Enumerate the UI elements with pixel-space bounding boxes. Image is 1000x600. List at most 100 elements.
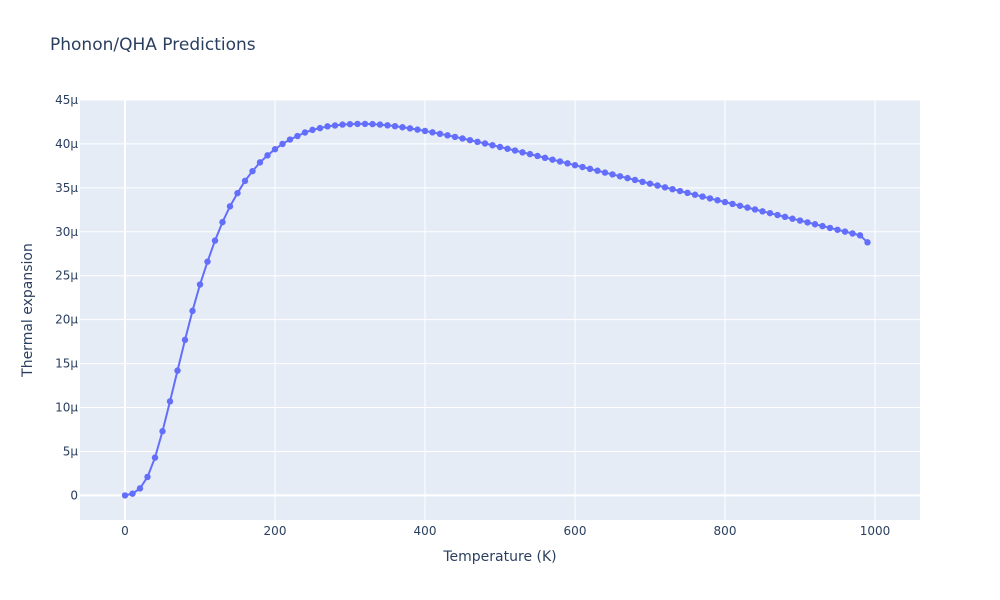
data-point[interactable] — [226, 203, 234, 210]
data-point[interactable] — [151, 454, 159, 461]
data-point[interactable] — [744, 204, 751, 211]
data-point[interactable] — [519, 149, 526, 156]
data-point[interactable] — [324, 123, 331, 130]
data-point[interactable] — [354, 120, 361, 128]
data-point[interactable] — [219, 218, 226, 226]
data-point[interactable] — [309, 126, 316, 134]
data-point[interactable] — [504, 145, 511, 152]
data-point[interactable] — [526, 150, 534, 158]
data-point[interactable] — [181, 336, 189, 344]
data-point[interactable] — [211, 237, 219, 244]
data-point[interactable] — [129, 490, 136, 497]
data-point[interactable] — [286, 136, 294, 143]
data-point[interactable] — [204, 258, 211, 265]
data-point[interactable] — [249, 167, 256, 175]
data-point[interactable] — [796, 217, 804, 224]
data-point[interactable] — [556, 158, 564, 165]
data-point[interactable] — [264, 152, 271, 159]
data-point[interactable] — [834, 226, 841, 233]
data-point[interactable] — [654, 182, 661, 189]
data-point[interactable] — [444, 132, 451, 139]
data-point[interactable] — [189, 307, 196, 315]
data-point[interactable] — [489, 142, 496, 149]
data-point[interactable] — [399, 124, 406, 131]
data-point[interactable] — [174, 367, 181, 374]
data-point[interactable] — [564, 160, 571, 167]
data-point[interactable] — [856, 232, 864, 239]
data-point[interactable] — [466, 136, 474, 144]
data-point[interactable] — [811, 221, 819, 228]
data-point[interactable] — [301, 129, 309, 136]
data-point[interactable] — [699, 193, 706, 200]
data-point[interactable] — [549, 156, 556, 163]
data-point[interactable] — [631, 176, 639, 184]
data-point[interactable] — [346, 120, 354, 128]
data-point[interactable] — [121, 492, 129, 499]
data-point[interactable] — [136, 485, 144, 492]
data-point[interactable] — [271, 146, 279, 153]
data-point[interactable] — [294, 132, 301, 140]
data-point[interactable] — [534, 152, 541, 160]
data-point[interactable] — [541, 154, 549, 162]
data-point[interactable] — [481, 140, 489, 147]
data-point[interactable] — [361, 120, 369, 128]
data-point[interactable] — [144, 473, 151, 481]
data-point[interactable] — [601, 169, 609, 176]
data-point[interactable] — [766, 209, 774, 217]
data-point[interactable] — [864, 239, 871, 246]
data-point[interactable] — [751, 206, 759, 213]
data-point[interactable] — [369, 120, 376, 128]
data-point[interactable] — [676, 187, 684, 195]
data-point[interactable] — [429, 129, 436, 136]
data-point[interactable] — [646, 180, 654, 187]
data-point[interactable] — [459, 135, 466, 142]
data-point[interactable] — [759, 208, 766, 215]
data-point[interactable] — [706, 195, 714, 202]
data-point[interactable] — [774, 211, 781, 219]
data-point[interactable] — [849, 230, 856, 237]
data-point[interactable] — [234, 189, 241, 197]
data-point[interactable] — [511, 147, 519, 154]
data-point[interactable] — [586, 165, 594, 173]
data-point[interactable] — [316, 124, 324, 132]
data-point[interactable] — [196, 281, 204, 288]
data-point[interactable] — [691, 191, 699, 198]
data-point[interactable] — [736, 202, 744, 209]
data-point[interactable] — [616, 173, 624, 180]
data-point[interactable] — [789, 215, 796, 222]
data-point[interactable] — [166, 398, 174, 405]
data-point[interactable] — [714, 197, 721, 204]
data-point[interactable] — [624, 174, 631, 182]
data-point[interactable] — [436, 130, 444, 138]
data-point[interactable] — [721, 198, 729, 206]
data-point[interactable] — [781, 213, 789, 221]
data-point[interactable] — [376, 121, 384, 128]
data-point[interactable] — [594, 167, 601, 174]
data-point[interactable] — [384, 122, 391, 129]
data-point[interactable] — [669, 185, 676, 193]
data-point[interactable] — [279, 140, 286, 148]
data-point[interactable] — [804, 219, 811, 226]
data-point[interactable] — [684, 189, 691, 197]
data-point[interactable] — [421, 127, 429, 135]
data-point[interactable] — [256, 159, 264, 166]
data-point[interactable] — [331, 122, 339, 129]
data-point[interactable] — [729, 200, 736, 208]
data-point[interactable] — [571, 161, 579, 169]
data-point[interactable] — [474, 138, 481, 146]
data-point[interactable] — [159, 428, 166, 435]
data-point[interactable] — [826, 224, 834, 232]
data-point[interactable] — [414, 126, 421, 133]
data-point[interactable] — [609, 171, 616, 178]
data-point[interactable] — [841, 228, 849, 235]
data-point[interactable] — [241, 177, 249, 185]
data-point[interactable] — [819, 222, 826, 230]
data-point[interactable] — [579, 163, 586, 171]
data-point[interactable] — [391, 122, 399, 130]
data-point[interactable] — [639, 178, 646, 186]
data-point[interactable] — [661, 184, 669, 191]
data-point[interactable] — [406, 125, 414, 132]
data-point[interactable] — [496, 143, 504, 151]
data-point[interactable] — [451, 133, 459, 141]
data-point[interactable] — [339, 121, 346, 128]
